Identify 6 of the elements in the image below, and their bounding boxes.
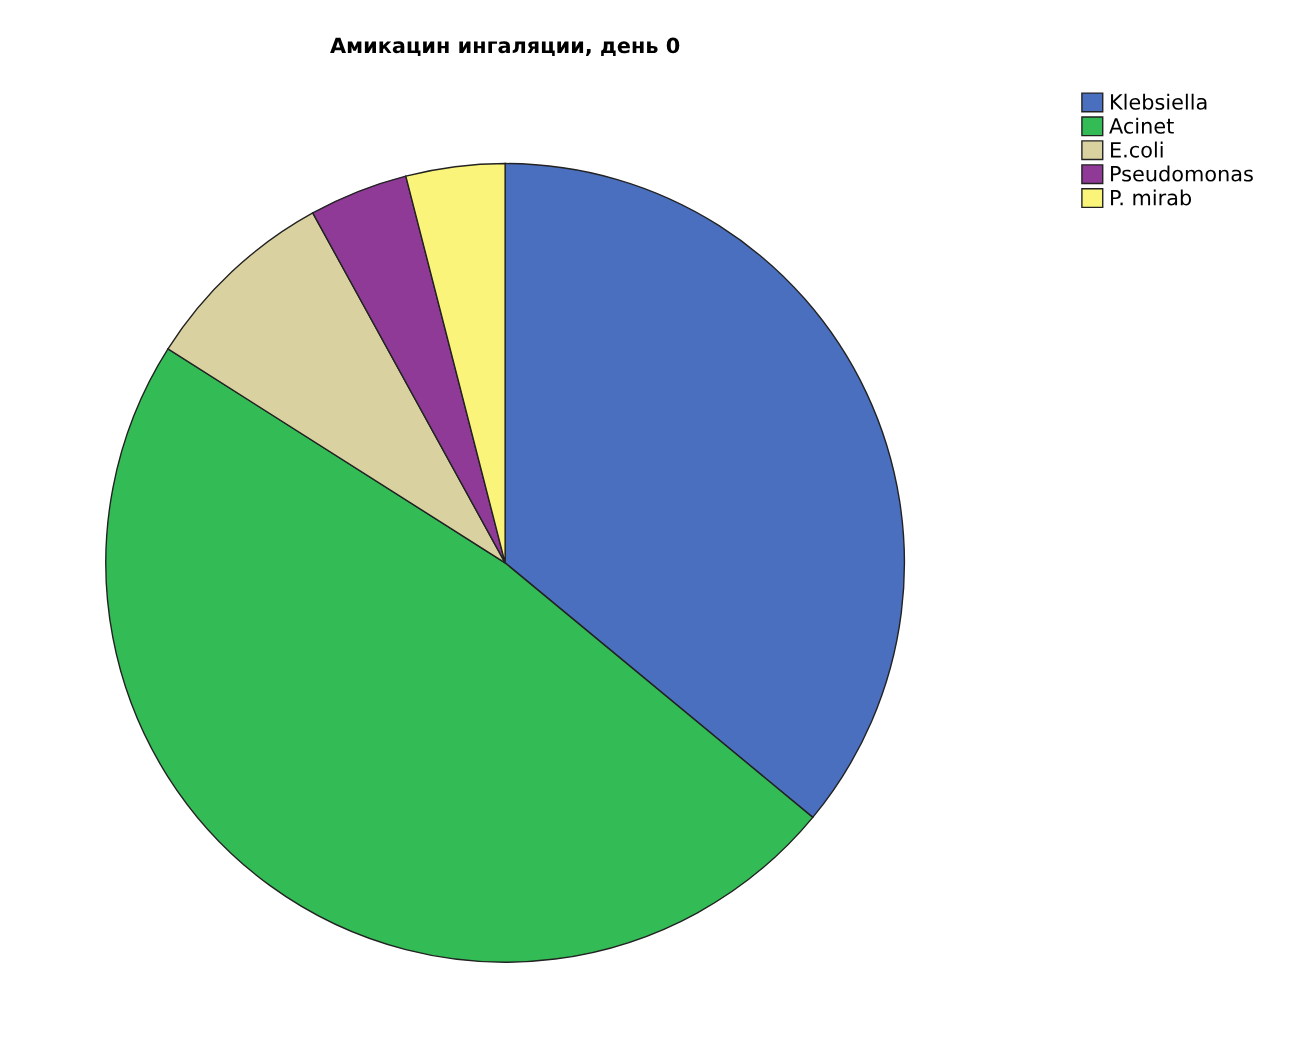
legend-label: Klebsiella xyxy=(1111,93,1207,110)
legend-label: P. mirab xyxy=(1111,189,1192,206)
chart-title: Амикацин ингаляции, день 0 xyxy=(330,37,680,56)
legend-label: E.coli xyxy=(1111,141,1163,158)
legend-label: Acinet xyxy=(1109,117,1174,134)
legend-label: Pseudomonas xyxy=(1111,165,1253,182)
